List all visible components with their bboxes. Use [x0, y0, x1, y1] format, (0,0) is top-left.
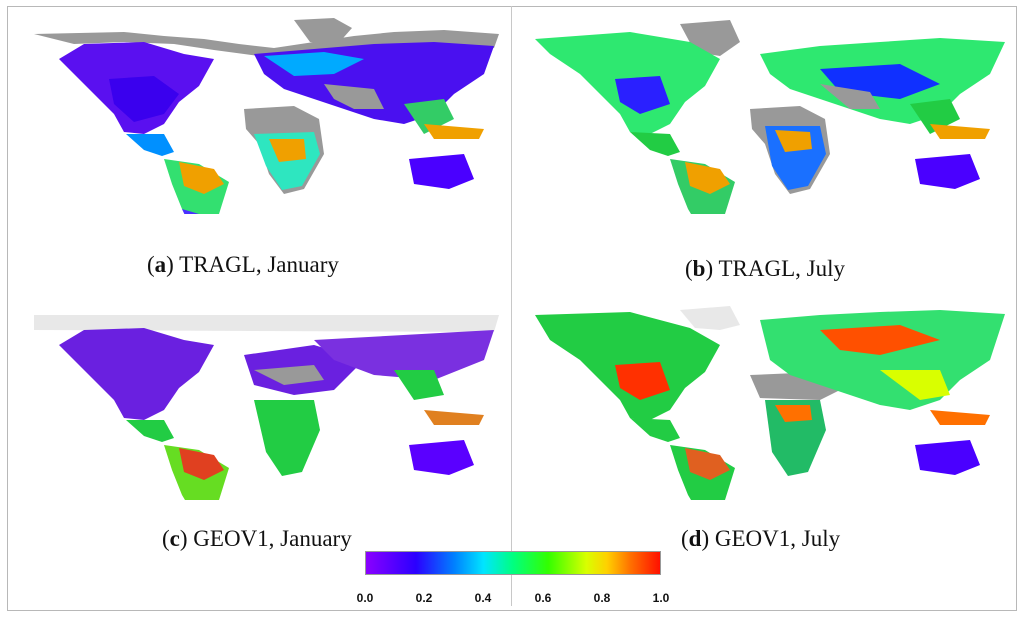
caption-d: (d) GEOV1, July	[681, 526, 841, 551]
world-map-tragl-january	[34, 18, 499, 214]
map-panel-tragl-january	[14, 14, 504, 214]
caption-b: (b) TRAGL, July	[685, 256, 845, 281]
colorbar-tick: 0.0	[356, 591, 374, 605]
colorbar-tick: 0.4	[474, 591, 492, 605]
colorbar-tick: 0.8	[593, 591, 611, 605]
colorbar-tick: 0.2	[415, 591, 433, 605]
map-panel-tragl-july	[520, 14, 1010, 214]
map-panel-geov1-january	[14, 300, 504, 500]
map-panel-geov1-july	[520, 300, 1010, 500]
caption-c: (c) GEOV1, January	[162, 526, 352, 551]
world-map-geov1-july	[535, 306, 1005, 500]
colorbar: 0.0 0.2 0.4 0.6 0.8 1.0	[357, 551, 669, 613]
figure-frame	[7, 6, 1017, 611]
caption-a: (a) TRAGL, January	[147, 252, 339, 277]
world-map-geov1-january	[34, 315, 499, 500]
colorbar-gradient	[365, 551, 661, 575]
world-map-tragl-july	[535, 20, 1005, 214]
colorbar-tick: 0.6	[534, 591, 552, 605]
colorbar-tick: 1.0	[652, 591, 670, 605]
center-divider	[511, 6, 512, 606]
